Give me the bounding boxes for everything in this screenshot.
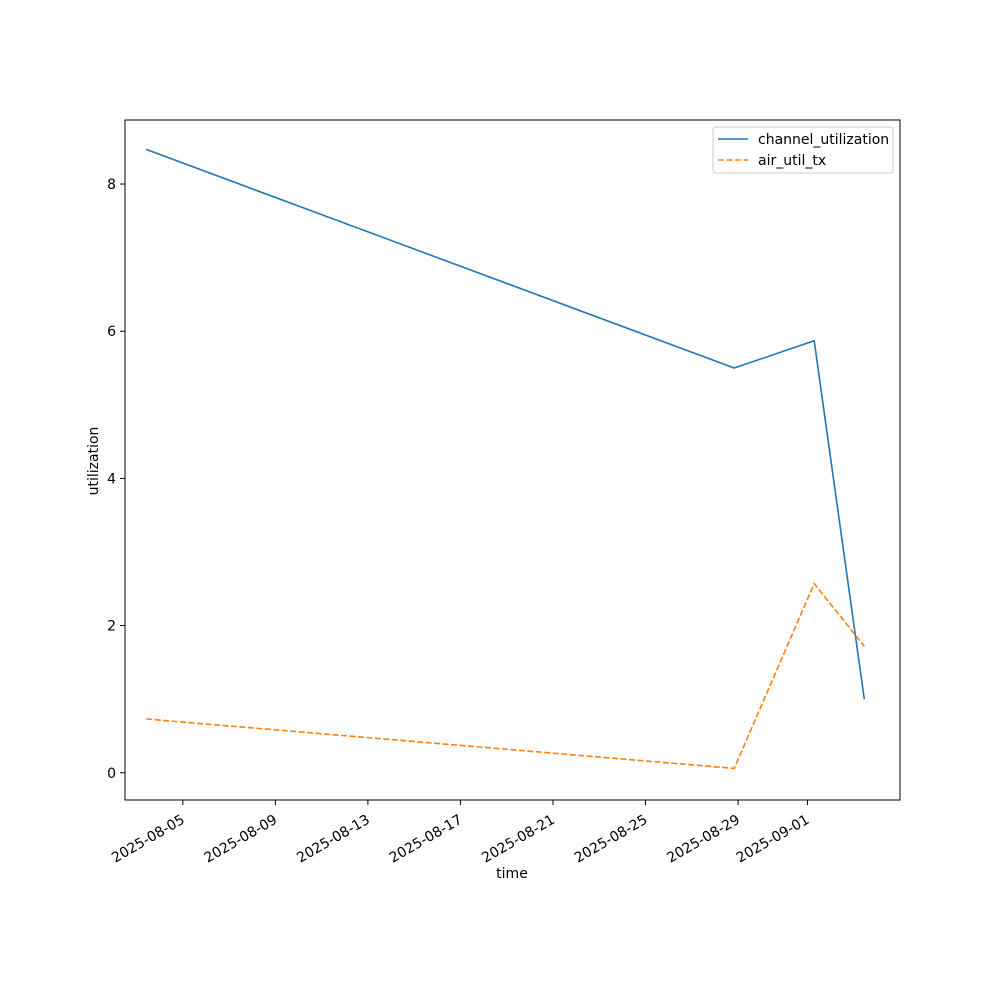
x-tick-label: 2025-08-09 <box>202 812 280 867</box>
legend: channel_utilization air_util_tx <box>712 126 894 174</box>
y-tick-label: 4 <box>107 471 116 487</box>
x-tick-label: 2025-08-17 <box>387 812 465 867</box>
x-tick-label: 2025-09-01 <box>734 812 812 867</box>
x-tick-label: 2025-08-25 <box>572 812 650 867</box>
legend-box <box>712 126 894 174</box>
y-tick-label: 6 <box>107 324 116 340</box>
x-tick-label: 2025-08-29 <box>664 812 742 867</box>
x-axis-label: time <box>496 866 528 882</box>
y-axis: 0 2 4 6 8 <box>107 177 125 782</box>
y-tick-label: 8 <box>107 177 116 193</box>
x-tick-label: 2025-08-05 <box>109 812 187 867</box>
plot-frame <box>124 119 901 801</box>
x-tick-label: 2025-08-13 <box>294 812 372 867</box>
series-line-air-util-tx <box>146 582 865 770</box>
x-axis: 2025-08-05 2025-08-09 2025-08-13 2025-08-17… <box>109 800 812 866</box>
y-tick-label: 0 <box>107 766 116 782</box>
x-tick-label: 2025-08-21 <box>479 812 557 867</box>
series-line-channel-utilization <box>145 148 866 700</box>
plot-area <box>145 148 866 770</box>
y-tick-label: 2 <box>107 619 116 635</box>
y-axis-label: utilization <box>86 427 102 496</box>
legend-label: air_util_tx <box>758 153 826 169</box>
legend-label: channel_utilization <box>758 132 889 148</box>
